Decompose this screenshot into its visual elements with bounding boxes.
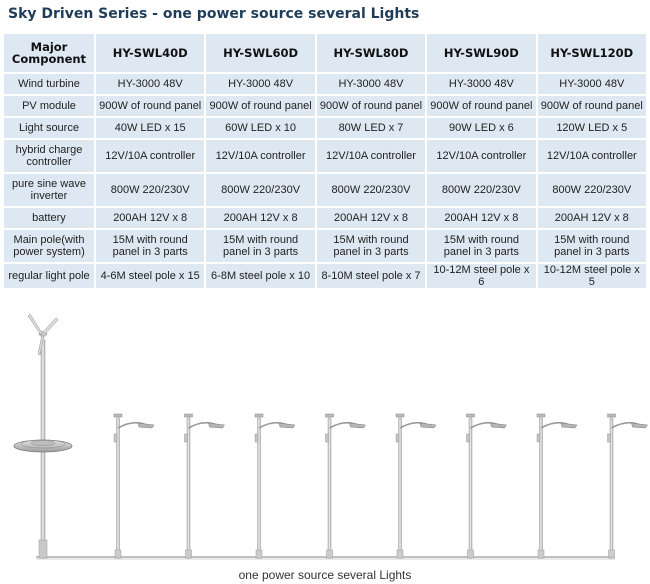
street-light-pole: [184, 413, 225, 559]
table-header-row: Major Component HY-SWL40D HY-SWL60D HY-S…: [4, 34, 646, 72]
table-cell: 15M with round panel in 3 parts: [96, 230, 205, 262]
table-cell: 200AH 12V x 8: [96, 208, 205, 228]
street-light-pole: [607, 413, 648, 559]
table-row: Wind turbine HY-3000 48V HY-3000 48V HY-…: [4, 74, 646, 94]
table-cell: 6-8M steel pole x 10: [206, 264, 315, 288]
table-cell: 800W 220/230V: [427, 174, 536, 206]
row-label: PV module: [4, 96, 94, 116]
illustration-caption: one power source several Lights: [238, 568, 412, 582]
light-poles: [113, 413, 648, 559]
table-row: PV module 900W of round panel 900W of ro…: [4, 96, 646, 116]
table-cell: 800W 220/230V: [206, 174, 315, 206]
table-cell: 15M with round panel in 3 parts: [316, 230, 426, 262]
table-cell: HY-3000 48V: [96, 74, 205, 94]
table-cell: 900W of round panel: [206, 96, 315, 116]
header-major-component: Major Component: [4, 34, 94, 72]
table-cell: 10-12M steel pole x 5: [537, 264, 646, 288]
table-cell: 120W LED x 5: [537, 118, 646, 138]
row-label: Main pole(with power system): [4, 230, 94, 262]
table-cell: 200AH 12V x 8: [316, 208, 426, 228]
table-cell: 15M with round panel in 3 parts: [427, 230, 536, 262]
table-cell: 900W of round panel: [427, 96, 536, 116]
row-label: Wind turbine: [4, 74, 94, 94]
table-cell: 12V/10A controller: [96, 140, 205, 172]
table-cell: 800W 220/230V: [96, 174, 205, 206]
street-light-pole: [466, 413, 507, 559]
table-cell: 15M with round panel in 3 parts: [206, 230, 315, 262]
table-cell: 800W 220/230V: [537, 174, 646, 206]
row-label: battery: [4, 208, 94, 228]
table-cell: 200AH 12V x 8: [427, 208, 536, 228]
table-cell: 4-6M steel pole x 15: [96, 264, 205, 288]
table-cell: 10-12M steel pole x 6: [427, 264, 536, 288]
table-cell: 80W LED x 7: [316, 118, 426, 138]
table-cell: 12V/10A controller: [537, 140, 646, 172]
street-light-pole: [536, 413, 578, 559]
table-cell: 12V/10A controller: [206, 140, 315, 172]
table-cell: HY-3000 48V: [316, 74, 426, 94]
table-row: hybrid charge controller 12V/10A control…: [4, 140, 646, 172]
header-model-90d: HY-SWL90D: [427, 34, 536, 72]
spec-table: Major Component HY-SWL40D HY-SWL60D HY-S…: [2, 32, 648, 290]
table-cell: 90W LED x 6: [427, 118, 536, 138]
wind-turbine-icon: [27, 313, 59, 356]
table-cell: 900W of round panel: [96, 96, 205, 116]
row-label: Light source: [4, 118, 94, 138]
street-light-pole: [254, 413, 296, 559]
table-cell: 12V/10A controller: [316, 140, 426, 172]
street-light-pole: [113, 413, 155, 559]
table-cell: HY-3000 48V: [206, 74, 315, 94]
table-cell: 900W of round panel: [316, 96, 426, 116]
table-row: Light source 40W LED x 15 60W LED x 10 8…: [4, 118, 646, 138]
table-cell: 15M with round panel in 3 parts: [537, 230, 646, 262]
table-cell: 12V/10A controller: [427, 140, 536, 172]
row-label: pure sine wave inverter: [4, 174, 94, 206]
round-solar-panel-icon: [13, 439, 73, 453]
page-title: Sky Driven Series - one power source sev…: [8, 6, 420, 22]
wind-turbine-pole: [13, 313, 73, 559]
header-model-40d: HY-SWL40D: [96, 34, 205, 72]
header-model-60d: HY-SWL60D: [206, 34, 315, 72]
table-cell: 900W of round panel: [537, 96, 646, 116]
table-cell: 200AH 12V x 8: [537, 208, 646, 228]
street-light-illustration: [13, 313, 648, 560]
table-row: regular light pole 4-6M steel pole x 15 …: [4, 264, 646, 288]
street-light-pole: [395, 413, 437, 559]
table-row: pure sine wave inverter 800W 220/230V 80…: [4, 174, 646, 206]
street-light-pole: [325, 413, 366, 559]
header-model-80d: HY-SWL80D: [316, 34, 426, 72]
table-cell: 40W LED x 15: [96, 118, 205, 138]
table-cell: HY-3000 48V: [537, 74, 646, 94]
table-cell: 200AH 12V x 8: [206, 208, 315, 228]
table-row: Main pole(with power system) 15M with ro…: [4, 230, 646, 262]
table-cell: 8-10M steel pole x 7: [316, 264, 426, 288]
header-model-120d: HY-SWL120D: [537, 34, 646, 72]
row-label: regular light pole: [4, 264, 94, 288]
row-label: hybrid charge controller: [4, 140, 94, 172]
table-row: battery 200AH 12V x 8 200AH 12V x 8 200A…: [4, 208, 646, 228]
table-cell: 800W 220/230V: [316, 174, 426, 206]
table-cell: 60W LED x 10: [206, 118, 315, 138]
table-cell: HY-3000 48V: [427, 74, 536, 94]
